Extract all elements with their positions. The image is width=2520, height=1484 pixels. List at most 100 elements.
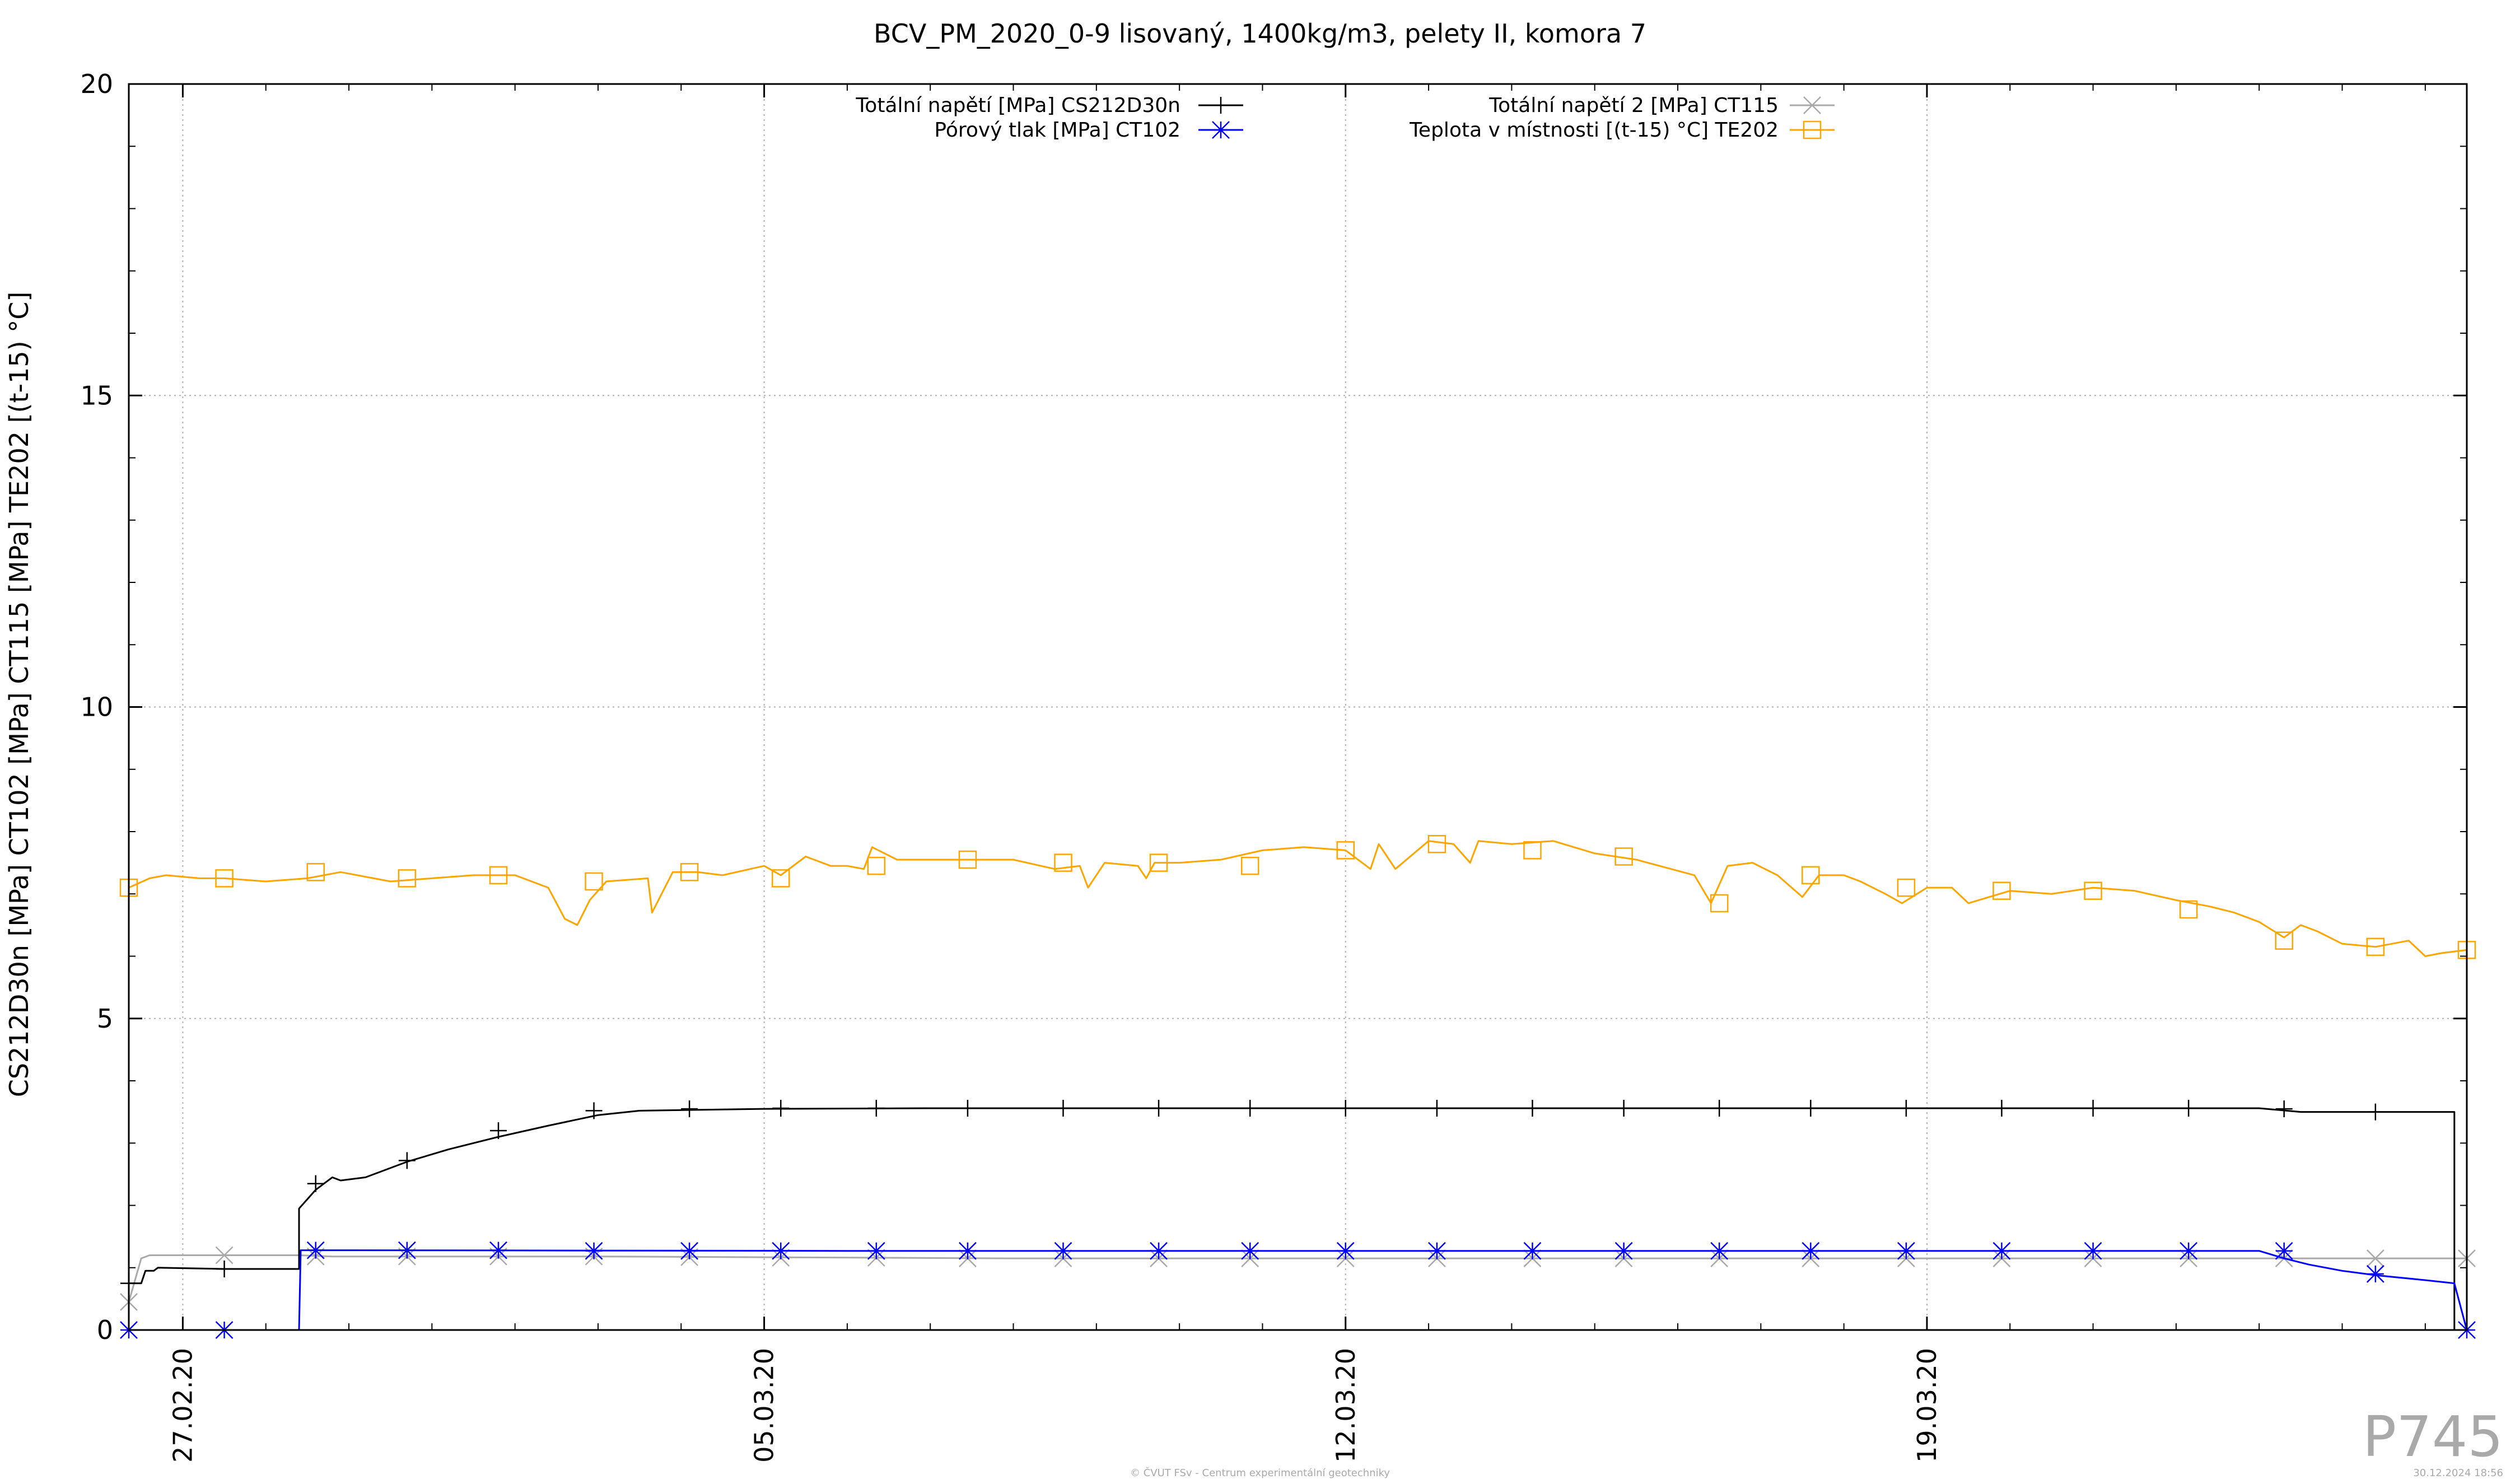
grid-lines — [129, 84, 2467, 1330]
data-point — [1802, 1242, 1820, 1260]
data-point — [1615, 1099, 1632, 1117]
series-line — [129, 1107, 2456, 1330]
y-tick-label: 20 — [80, 69, 113, 99]
x-tick-label: 05.03.20 — [749, 1348, 780, 1463]
axis-ticks: 0 5 10 15 20 27.02.20 05.03.20 12.03.20 19.03.20 — [80, 69, 2467, 1463]
y-tick-label: 10 — [80, 692, 113, 722]
x-tick-label: 27.02.20 — [167, 1348, 198, 1463]
data-point — [1614, 1242, 1633, 1260]
series-2 — [120, 1241, 2476, 1339]
data-point — [489, 1122, 507, 1139]
data-point — [681, 1100, 698, 1118]
legend-item: Pórový tlak [MPa] CT102 — [934, 119, 1243, 142]
data-point — [1150, 1099, 1168, 1117]
data-point — [1240, 856, 1259, 875]
data-point — [680, 863, 699, 881]
data-point — [1710, 1242, 1729, 1260]
data-point — [307, 1175, 324, 1192]
data-point — [1993, 1099, 2010, 1117]
data-point — [2366, 1249, 2384, 1267]
data-point — [2084, 1242, 2102, 1260]
data-point — [215, 1246, 234, 1264]
data-point — [867, 856, 886, 875]
y-tick-label: 5 — [97, 1004, 113, 1034]
legend-label: Pórový tlak [MPa] CT102 — [934, 119, 1180, 142]
data-point — [2366, 1264, 2384, 1283]
data-point — [216, 1260, 233, 1277]
data-point — [1336, 1242, 1355, 1260]
data-point — [772, 1242, 790, 1260]
data-point — [1150, 1242, 1168, 1260]
data-point — [306, 1241, 325, 1259]
data-point — [1992, 881, 2011, 900]
footer-timestamp: 30.12.2024 18:56 — [2413, 1467, 2503, 1479]
data-point — [1897, 1099, 1915, 1117]
data-point — [1523, 1242, 1542, 1260]
data-point — [2084, 881, 2102, 900]
data-point — [1336, 841, 1355, 860]
legend-item: Totální napětí 2 [MPa] CT115 — [1488, 94, 1835, 117]
data-point — [2084, 1099, 2102, 1117]
series-line — [129, 1249, 2468, 1331]
data-point — [2367, 1103, 2384, 1121]
data-point — [1337, 1099, 1354, 1117]
legend-label: Totální napětí [MPa] CS212D30n — [855, 94, 1180, 117]
data-point — [2180, 1099, 2197, 1117]
y-tick-label: 0 — [97, 1315, 113, 1345]
data-point — [585, 1242, 603, 1260]
data-point — [959, 1242, 977, 1260]
series-line — [128, 1254, 2467, 1303]
data-point — [2366, 937, 2385, 956]
data-point — [585, 1102, 603, 1119]
data-point — [958, 850, 977, 869]
legend-label: Teplota v místnosti [(t-15) °C] TE202 — [1409, 119, 1779, 142]
data-point — [1524, 1099, 1541, 1117]
data-point — [680, 1242, 698, 1260]
series-line — [128, 840, 2467, 957]
data-point — [489, 866, 508, 885]
y-axis-label: CS212D30n [MPa] CT102 [MPa] CT115 [MPa] … — [4, 292, 34, 1098]
watermark-label: P745 — [2363, 1404, 2503, 1469]
legend-marker — [1212, 97, 1229, 114]
data-point — [585, 872, 603, 891]
data-point — [2275, 1100, 2293, 1118]
data-point — [2179, 900, 2198, 919]
data-point — [1427, 835, 1446, 853]
data-point — [1241, 1242, 1259, 1260]
legend-item: Totální napětí [MPa] CS212D30n — [855, 94, 1243, 117]
data-point — [772, 869, 790, 888]
data-point — [398, 1152, 416, 1169]
data-point — [1428, 1242, 1446, 1260]
data-point — [959, 1099, 976, 1117]
x-tick-label: 19.03.20 — [1912, 1348, 1942, 1463]
data-point — [2275, 931, 2293, 950]
data-point — [772, 1099, 790, 1117]
legend-label: Totální napětí 2 [MPa] CT115 — [1488, 94, 1779, 117]
series-3 — [119, 835, 2476, 959]
data-point — [1711, 1099, 1728, 1117]
data-point — [1428, 1099, 1445, 1117]
series-0 — [120, 1099, 2456, 1330]
data-point — [2275, 1242, 2293, 1260]
data-point — [1897, 1242, 1915, 1260]
data-point — [306, 863, 325, 881]
data-point — [867, 1242, 885, 1260]
data-point — [1897, 878, 1916, 897]
x-tick-label: 12.03.20 — [1331, 1348, 1361, 1463]
data-point — [215, 869, 234, 888]
data-point — [398, 1241, 416, 1259]
data-point — [398, 869, 417, 888]
data-point — [1242, 1099, 1259, 1117]
data-point — [489, 1241, 507, 1259]
y-tick-label: 15 — [80, 380, 113, 410]
data-point — [1054, 1099, 1072, 1117]
data-point — [1802, 866, 1820, 885]
series-layer — [119, 835, 2476, 1339]
data-point — [1054, 853, 1072, 872]
legend-marker — [1803, 120, 1822, 139]
data-point — [1149, 853, 1168, 872]
data-point — [1710, 894, 1729, 913]
data-point — [1614, 847, 1633, 866]
